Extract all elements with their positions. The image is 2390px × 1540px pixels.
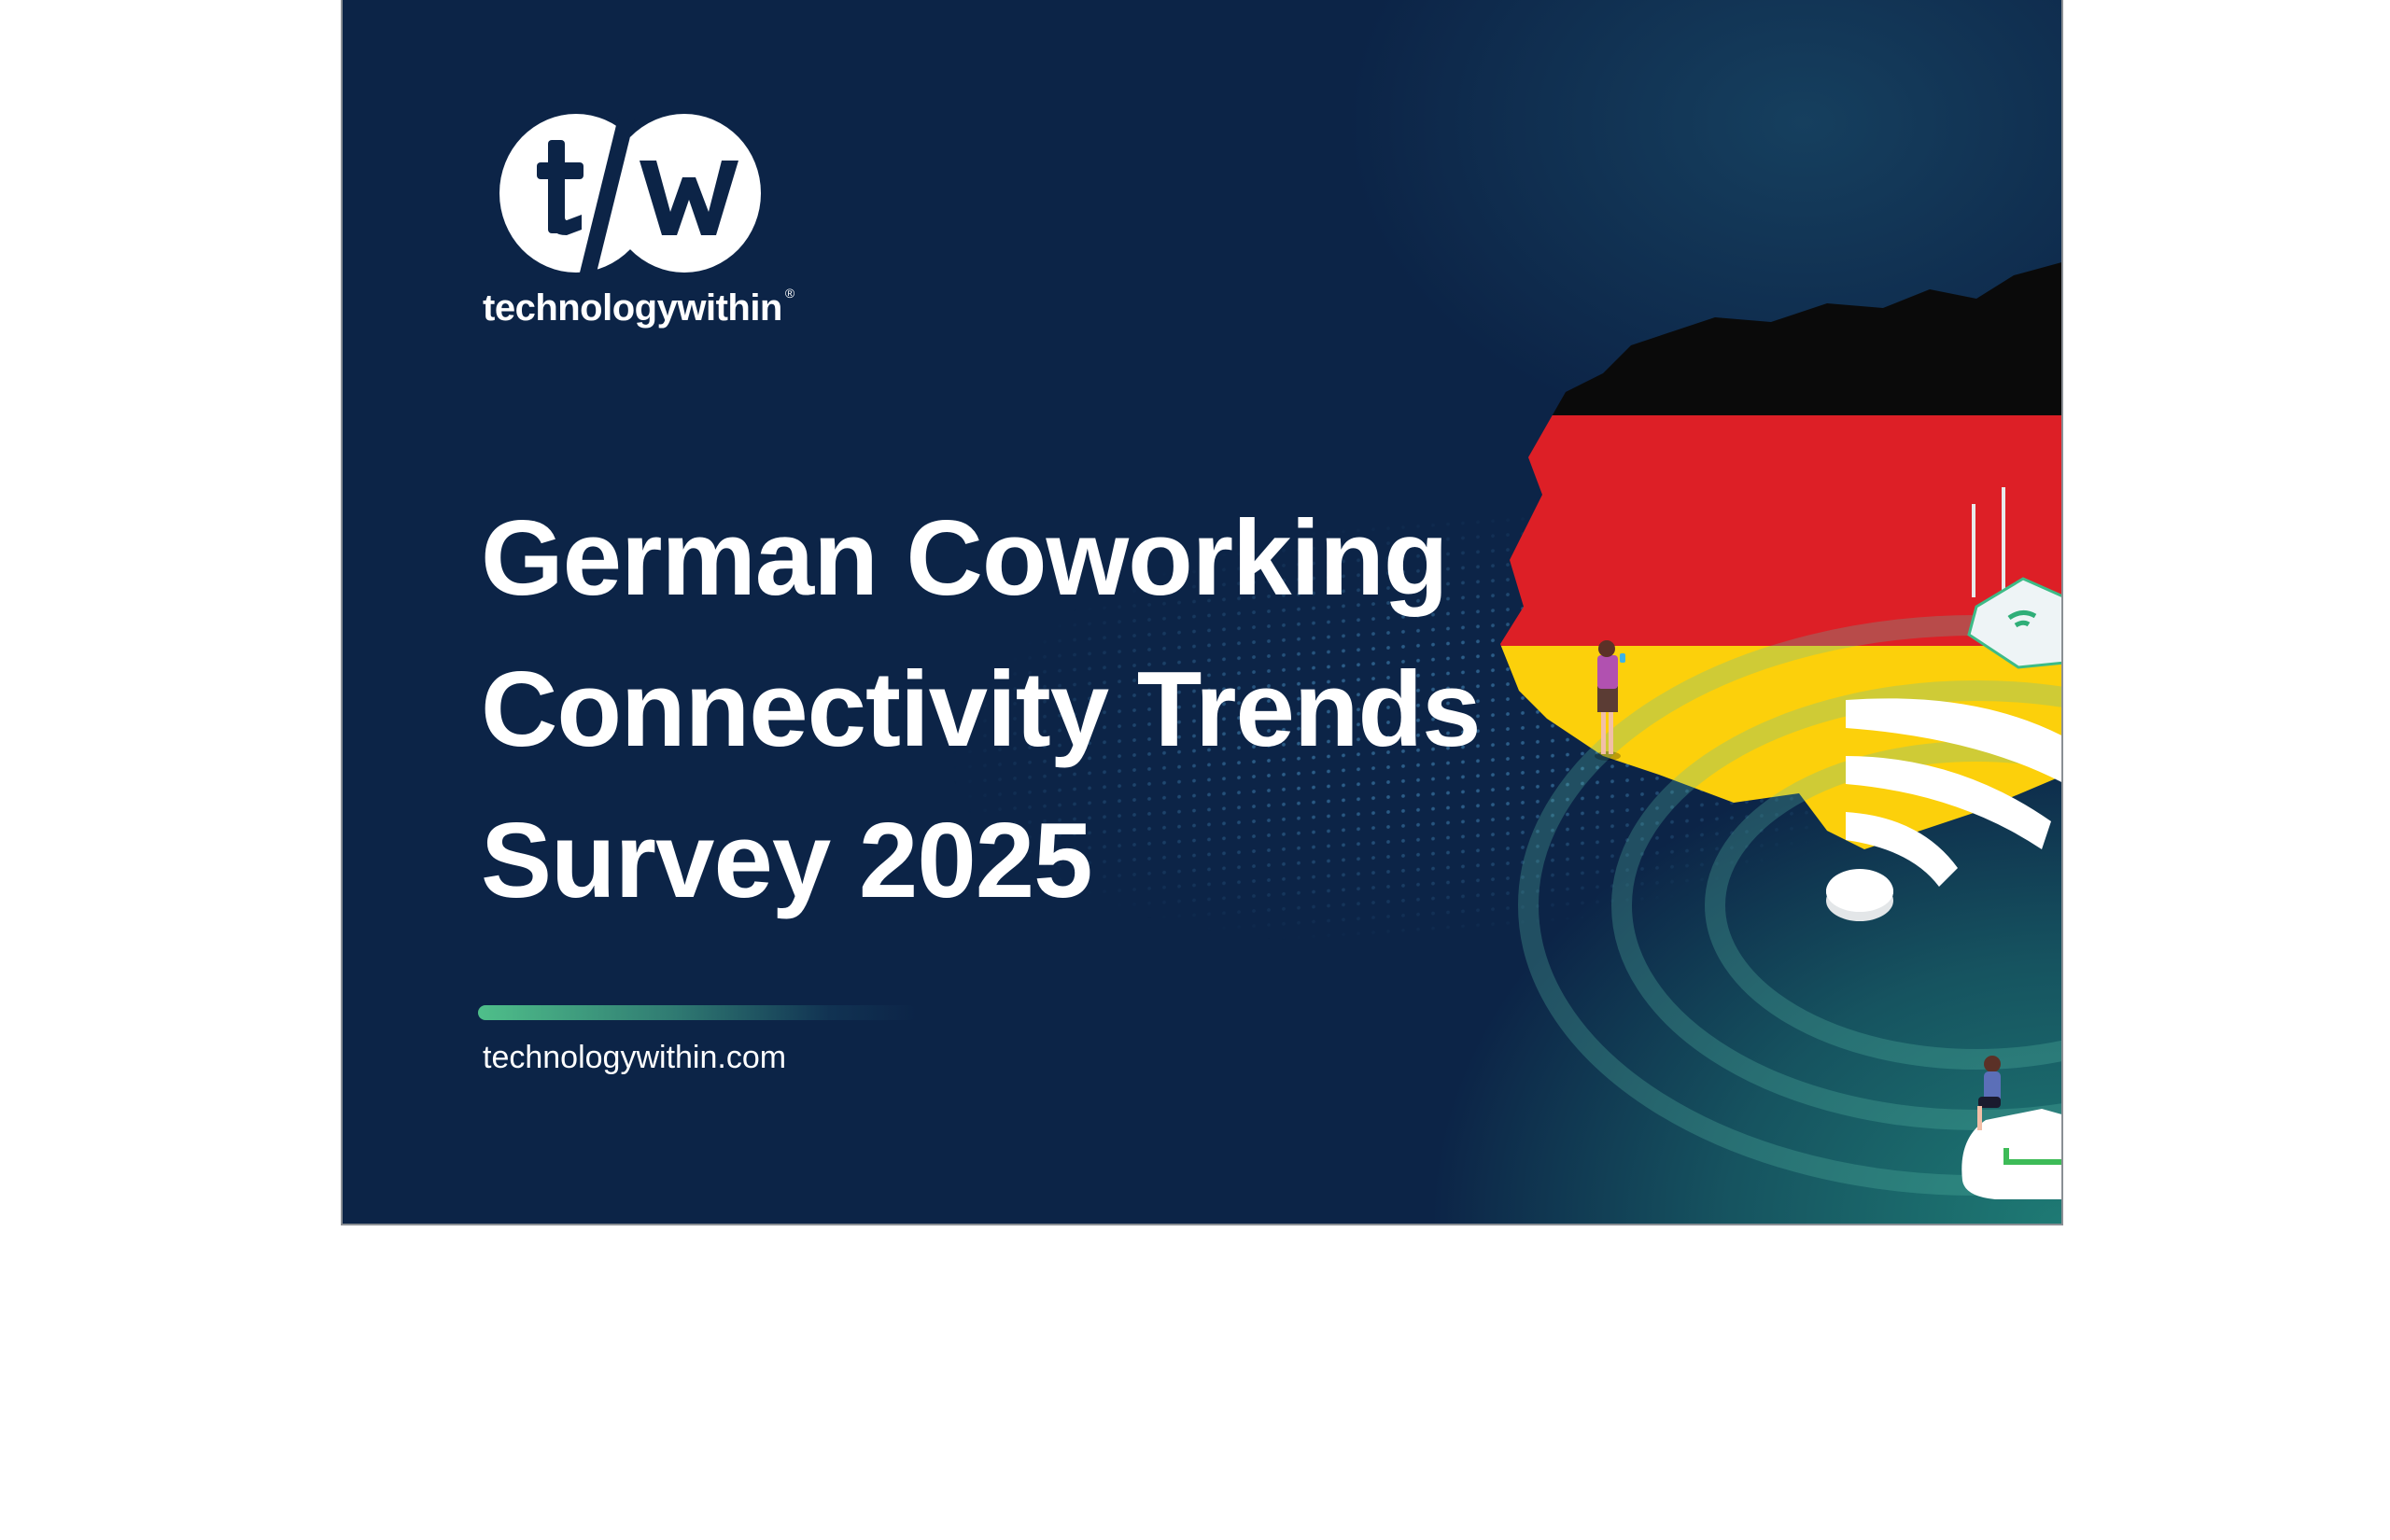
german-flag [1500, 261, 2061, 849]
cover-page: technologywithin ® German Coworking Conne… [341, 0, 2063, 1225]
technologywithin-logo-icon [499, 114, 761, 273]
website-url: technologywithin.com [483, 1040, 787, 1075]
brand-wordmark: technologywithin ® [483, 286, 794, 329]
title-line-2: Connectivity Trends [481, 651, 1482, 769]
germany-connectivity-illustration [1500, 261, 2061, 1199]
wifi-router-icon [1967, 487, 2061, 669]
woman-with-phone-icon [1595, 640, 1625, 761]
title-line-1: German Coworking [481, 499, 1448, 618]
title-line-3: Survey 2025 [481, 802, 1093, 920]
page-title: German Coworking Connectivity Trends Sur… [481, 483, 1482, 937]
shield-checkmark-icon [1961, 1109, 2061, 1199]
woman-sitting-icon [1977, 1056, 2001, 1130]
accent-bar [478, 1005, 917, 1020]
wifi-symbol-icon [1826, 698, 2061, 921]
